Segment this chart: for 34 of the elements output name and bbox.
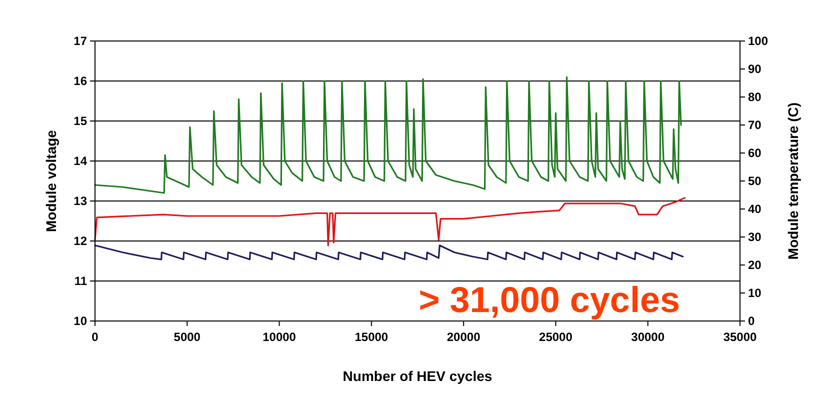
x-tick-label: 25000 xyxy=(539,330,573,344)
y-tick-label: 15 xyxy=(74,114,88,128)
y2-tick-label: 20 xyxy=(748,258,762,272)
y2-tick-label: 10 xyxy=(748,286,762,300)
line-series xyxy=(94,244,684,260)
annotation: > 31,000 cycles xyxy=(418,279,680,320)
x-tick-label: 15000 xyxy=(354,330,388,344)
x-tick-label: 10000 xyxy=(262,330,296,344)
y2-tick-label: 70 xyxy=(748,118,762,132)
line-series xyxy=(94,197,686,246)
y2-tick-label: 80 xyxy=(748,90,762,104)
y-tick-label: 16 xyxy=(74,74,88,88)
x-tick-label: 5000 xyxy=(174,330,201,344)
y2-tick-label: 30 xyxy=(748,230,762,244)
y-tick-label: 13 xyxy=(74,194,88,208)
y2-tick-label: 40 xyxy=(748,202,762,216)
line-series xyxy=(94,76,682,194)
y2-axis-title: Module temperature (C) xyxy=(785,102,801,260)
x-tick-label: 35000 xyxy=(723,330,758,344)
x-tick-label: 30000 xyxy=(631,330,665,344)
x-tick-label: 20000 xyxy=(446,330,481,344)
y2-tick-label: 100 xyxy=(748,34,768,48)
y-tick-label: 10 xyxy=(74,314,88,328)
x-tick-label: 0 xyxy=(92,330,99,344)
y-axis-title: Module voltage xyxy=(43,130,59,232)
y2-tick-label: 60 xyxy=(748,146,762,160)
y-tick-label: 12 xyxy=(74,234,88,248)
y2-tick-label: 0 xyxy=(748,314,755,328)
y2-tick-label: 90 xyxy=(748,62,762,76)
y2-tick-label: 50 xyxy=(748,174,762,188)
y-tick-label: 14 xyxy=(74,154,88,168)
y-tick-label: 17 xyxy=(74,34,88,48)
x-axis-title: Number of HEV cycles xyxy=(342,368,492,384)
y-tick-label: 11 xyxy=(74,274,88,288)
